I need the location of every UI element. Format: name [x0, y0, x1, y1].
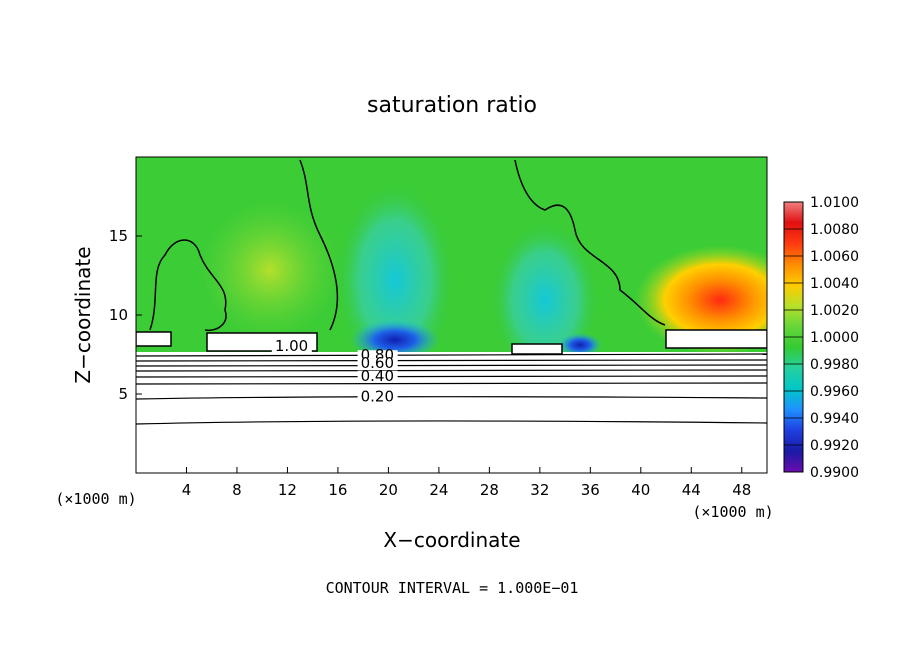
contour-label: 1.00 — [275, 337, 308, 355]
x-tick-label: 40 — [631, 481, 650, 499]
colorbar-label: 1.0020 — [810, 303, 859, 319]
field-blue-min — [350, 320, 440, 360]
contour-line-8 — [136, 420, 767, 425]
colorbar-label: 0.9980 — [810, 357, 859, 373]
contour-label: 0.60 — [361, 354, 394, 372]
x-tick-label: 20 — [379, 481, 398, 499]
contour-line-5 — [136, 375, 767, 378]
field-yellow-left — [200, 200, 340, 340]
contour-label-bg — [357, 391, 398, 404]
contour-line-6 — [136, 382, 767, 385]
x-unit-right: (×1000 m) — [692, 503, 773, 521]
y-tick-label: 15 — [109, 227, 128, 245]
field-blue-min-2 — [558, 333, 602, 357]
contour-line-4 — [136, 369, 767, 372]
x-tick-label: 8 — [232, 481, 242, 499]
lower-white-region — [136, 352, 767, 473]
field-hot-right — [635, 245, 767, 355]
contour-line-1 — [136, 353, 767, 357]
y-tick-label: 5 — [118, 385, 128, 403]
cloud-left-box — [136, 331, 172, 347]
footer-contour-interval: CONTOUR INTERVAL = 1.000E−01 — [326, 579, 579, 597]
cloud-box-3 — [511, 343, 563, 355]
contour-label-bg — [357, 358, 398, 371]
x-tick-label: 28 — [480, 481, 499, 499]
colorbar-label: 1.0000 — [810, 330, 859, 346]
contour-label: 0.20 — [361, 387, 394, 405]
y-axis: 5 10 15 — [109, 227, 142, 403]
x-tick-label: 12 — [278, 481, 297, 499]
colorbar-label: 0.9940 — [810, 411, 859, 427]
colorbar-label: 1.0080 — [810, 222, 859, 238]
contour-irregular-mid — [299, 159, 339, 331]
x-tick-label: 48 — [732, 481, 751, 499]
contour-label-bg — [271, 340, 312, 353]
colorbar-label: 0.9960 — [810, 384, 859, 400]
contour-line-2 — [136, 359, 767, 362]
contour-irregular-right — [514, 159, 666, 326]
contour-labels: 1.000.800.600.400.20 — [271, 337, 398, 405]
contour-label-bg — [357, 370, 398, 383]
contour-irregular-left — [149, 239, 227, 332]
x-tick-label: 24 — [429, 481, 448, 499]
x-tick-label: 36 — [581, 481, 600, 499]
y-axis-label: Z−coordinate — [71, 246, 95, 383]
colorbar-label: 0.9900 — [810, 465, 859, 481]
contour-label: 0.40 — [361, 367, 394, 385]
x-unit-left: (×1000 m) — [55, 490, 136, 508]
colorbar-ticks: 1.0100 1.0080 1.0060 1.0040 1.0020 1.0000 0.99… — [784, 195, 859, 481]
x-tick-label: 44 — [682, 481, 701, 499]
y-tick-label: 10 — [109, 306, 128, 324]
x-axis-label: X−coordinate — [383, 528, 520, 552]
colorbar-label: 1.0100 — [810, 195, 859, 211]
x-axis: 4 8 12 16 20 24 28 32 36 40 44 48 — [182, 467, 751, 499]
cloud-right-box — [665, 329, 767, 349]
x-tick-label: 32 — [530, 481, 549, 499]
x-tick-label: 4 — [182, 481, 192, 499]
contour-line-7 — [136, 396, 767, 400]
contour-line-3 — [136, 364, 767, 367]
colorbar-label: 1.0060 — [810, 249, 859, 265]
colorbar-label: 0.9920 — [810, 438, 859, 454]
colorbar: 1.0100 1.0080 1.0060 1.0040 1.0020 1.0000 0.99… — [783, 195, 859, 481]
plot-area: 1.000.800.600.400.20 — [136, 157, 767, 473]
chart-title: saturation ratio — [367, 93, 537, 118]
x-tick-label: 16 — [328, 481, 347, 499]
colorbar-label: 1.0040 — [810, 276, 859, 292]
contour-lines — [136, 353, 767, 425]
